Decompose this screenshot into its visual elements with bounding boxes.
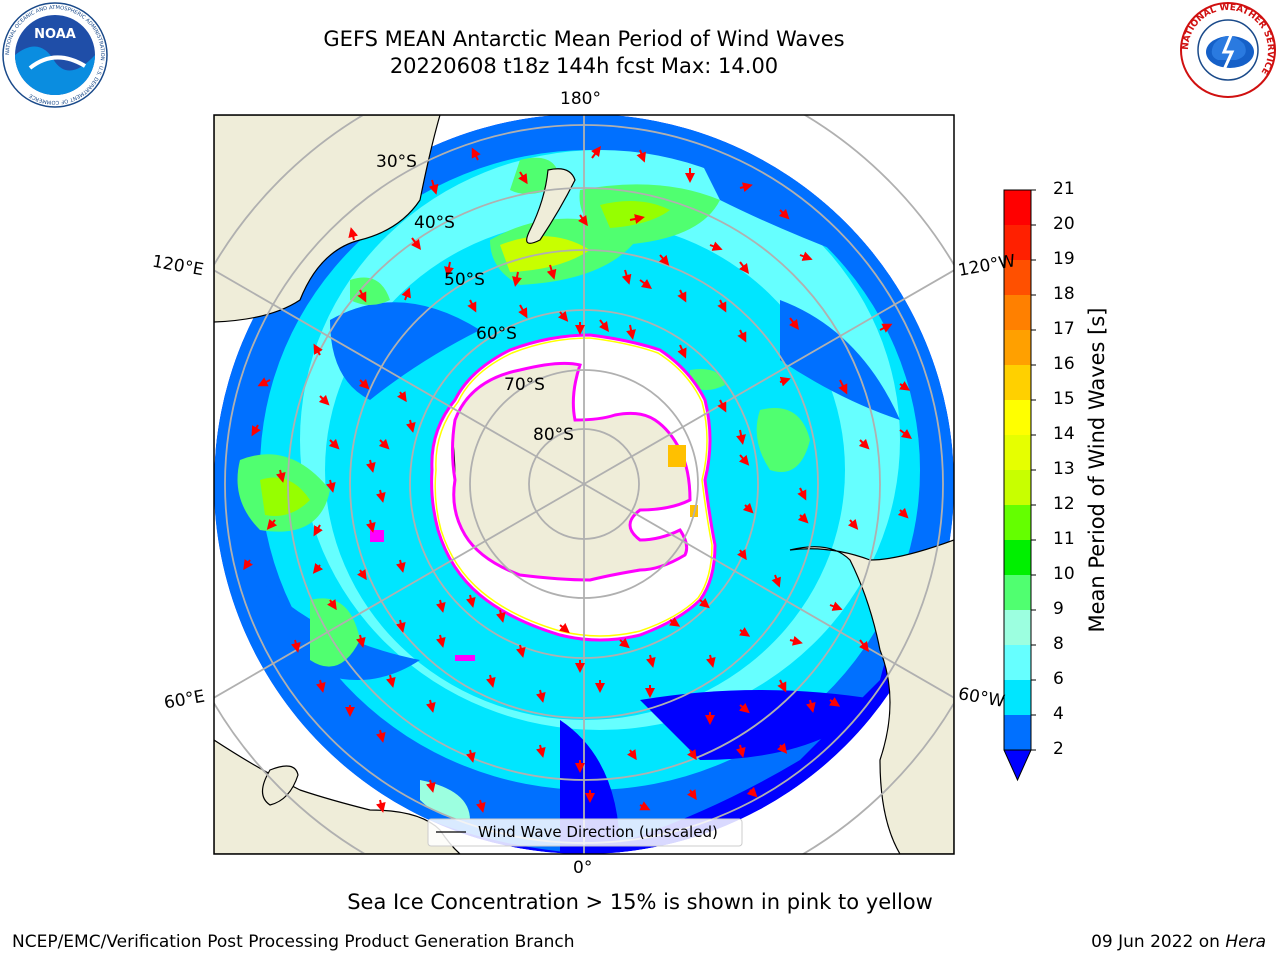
- lat-label-40s: 40°S: [414, 213, 455, 233]
- colorbar-tick: 9: [1053, 599, 1064, 619]
- lat-label-70s: 70°S: [504, 375, 545, 395]
- colorbar-tick: 13: [1053, 459, 1075, 479]
- lon-label-180: 180°: [560, 89, 601, 109]
- sea-ice-edge-inner: [434, 337, 713, 637]
- colorbar-tick: 15: [1053, 389, 1075, 409]
- lat-label-80s: 80°S: [533, 425, 574, 445]
- legend-label: Wind Wave Direction (unscaled): [478, 823, 718, 841]
- sea-ice-caption: Sea Ice Concentration > 15% is shown in …: [347, 890, 933, 914]
- nws-logo: NATIONAL WEATHER SERVICE: [1180, 2, 1276, 98]
- lat-label-30s: 30°S: [376, 152, 417, 172]
- noaa-logo-text: NOAA: [34, 27, 76, 42]
- colorbar-tick: 10: [1053, 564, 1075, 584]
- colorbar-tick: 11: [1053, 529, 1075, 549]
- colorbar-tick: 21: [1053, 179, 1075, 199]
- colorbar-tick: 18: [1053, 284, 1075, 304]
- footer-credit: NCEP/EMC/Verification Post Processing Pr…: [12, 932, 575, 952]
- colorbar-tick: 12: [1053, 494, 1075, 514]
- map-frame: [213, 114, 955, 855]
- colorbar-tick: 6: [1053, 669, 1064, 689]
- colorbar-tick: 8: [1053, 634, 1064, 654]
- lat-label-60s: 60°S: [476, 324, 517, 344]
- wind-wave-arrows: [243, 146, 912, 813]
- lat-label-50s: 50°S: [444, 270, 485, 290]
- lon-label-0: 0°: [573, 858, 593, 878]
- colorbar-tick: 19: [1053, 249, 1075, 269]
- colorbar-tick: 4: [1053, 704, 1064, 724]
- map-legend: Wind Wave Direction (unscaled): [427, 818, 743, 847]
- footer-date-text: 09 Jun 2022 on: [1091, 932, 1220, 952]
- colorbar-tick: 14: [1053, 424, 1075, 444]
- colorbar-tick: 16: [1053, 354, 1075, 374]
- colorbar: [1003, 189, 1036, 782]
- map-title: GEFS MEAN Antarctic Mean Period of Wind …: [323, 27, 845, 51]
- colorbar-tick: 20: [1053, 214, 1075, 234]
- map-subtitle: 20220608 t18z 144h fcst Max: 14.00: [389, 54, 779, 78]
- colorbar-tick: 2: [1053, 739, 1064, 759]
- noaa-logo: NATIONAL OCEANIC AND ATMOSPHERIC ADMINIS…: [2, 2, 108, 108]
- colorbar-tick: 17: [1053, 319, 1075, 339]
- colorbar-title: Mean Period of Wind Waves [s]: [1085, 307, 1109, 633]
- footer-host: Hera: [1225, 932, 1266, 952]
- footer-date: 09 Jun 2022 on Hera: [1091, 932, 1266, 952]
- land-masses: [214, 115, 954, 854]
